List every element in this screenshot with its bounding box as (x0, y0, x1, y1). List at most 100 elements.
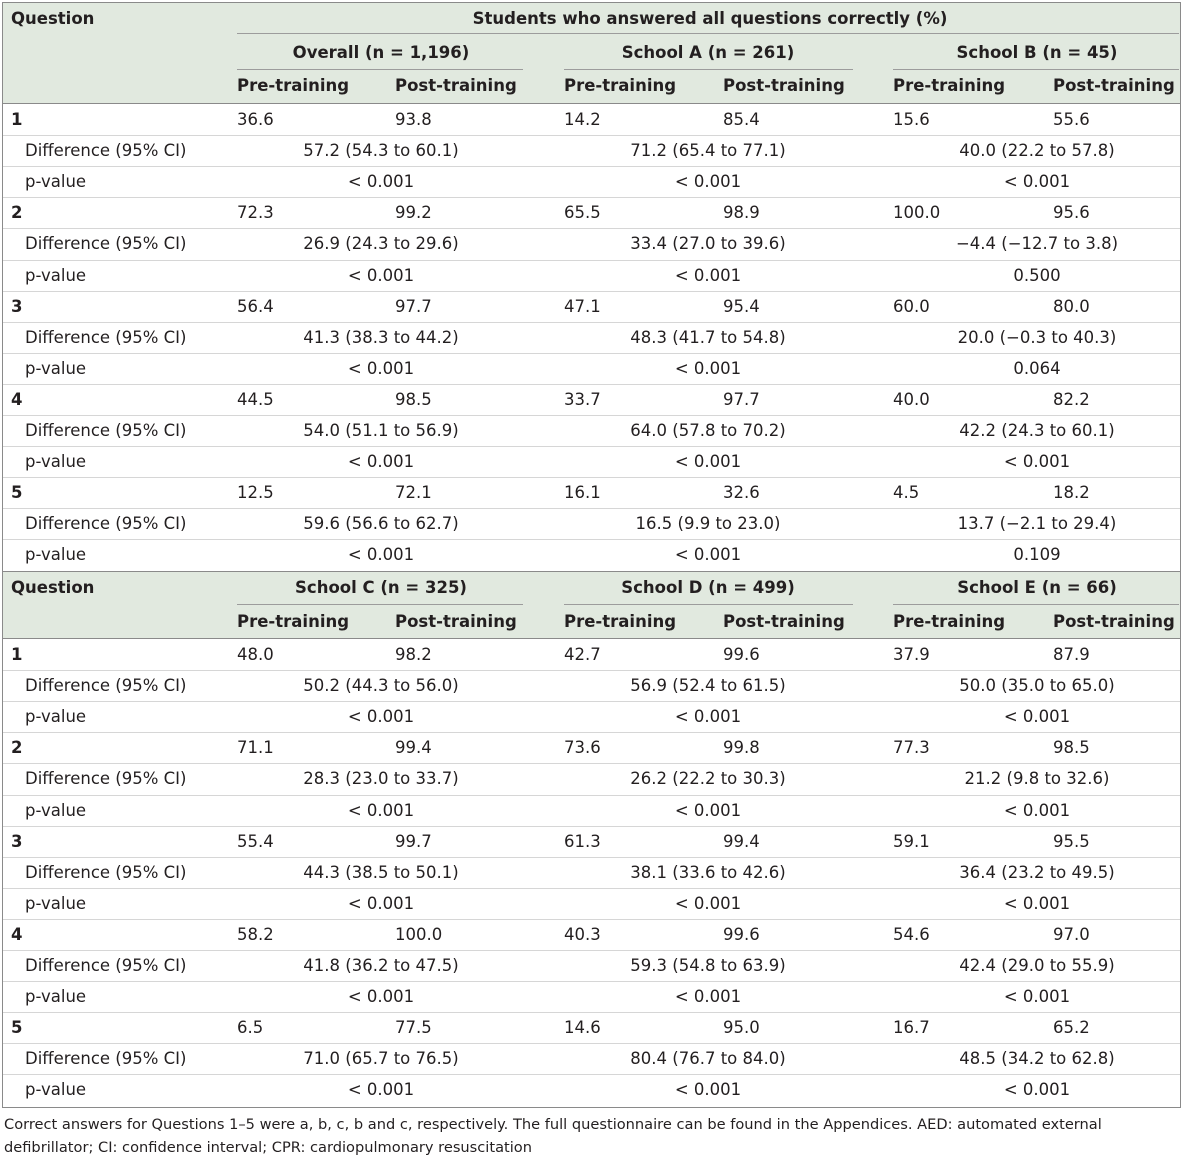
pre-value: 6.5 (237, 1018, 264, 1038)
pre-value: 60.0 (893, 296, 930, 316)
post-value: 32.6 (723, 483, 760, 503)
post-value: 72.1 (395, 483, 432, 503)
row-divider (3, 794, 1180, 796)
group-header: School B (n = 45) (956, 43, 1118, 62)
difference-value: 41.3 (38.3 to 44.2) (303, 327, 459, 347)
pre-value: 55.4 (237, 831, 274, 851)
post-value: 100.0 (395, 924, 443, 944)
pre-training-header: Pre-training (237, 76, 350, 95)
pre-training-header: Pre-training (564, 612, 677, 631)
difference-value: 59.3 (54.8 to 63.9) (630, 956, 786, 975)
post-value: 99.7 (395, 831, 432, 851)
group-header: School E (n = 66) (957, 578, 1117, 597)
p-value-label: p-value (25, 800, 87, 820)
pre-value: 73.6 (564, 738, 601, 758)
p-value: < 0.001 (674, 358, 742, 378)
post-value: 99.8 (723, 738, 760, 758)
p-value: < 0.001 (1003, 893, 1071, 913)
question-divider (3, 383, 1180, 385)
p-value: < 0.001 (347, 545, 415, 565)
difference-label: Difference (95% CI) (25, 141, 187, 161)
post-value: 97.7 (395, 296, 432, 316)
p-value-label: p-value (25, 707, 87, 727)
question-divider (3, 732, 1180, 734)
row-divider (3, 763, 1180, 765)
difference-label: Difference (95% CI) (25, 676, 187, 696)
pre-value: 100.0 (893, 203, 941, 223)
p-value-label: p-value (25, 1080, 87, 1100)
question-number: 2 (11, 203, 23, 223)
question-divider (3, 197, 1180, 199)
row-divider (3, 1074, 1180, 1076)
p-value: < 0.001 (1003, 987, 1071, 1007)
group-rule (564, 69, 853, 70)
row-divider (3, 508, 1180, 510)
pre-value: 77.3 (893, 738, 930, 758)
post-training-header: Post-training (395, 76, 517, 95)
p-value: < 0.001 (1003, 707, 1071, 727)
post-value: 99.2 (395, 203, 432, 223)
difference-value: −4.4 (−12.7 to 3.8) (955, 234, 1119, 254)
post-training-header: Post-training (723, 612, 845, 631)
p-value: < 0.001 (347, 800, 415, 820)
difference-value: 57.2 (54.3 to 60.1) (303, 141, 459, 161)
row-divider (3, 166, 1180, 168)
question-number: 3 (11, 296, 23, 316)
pre-value: 61.3 (564, 831, 601, 851)
question-number: 5 (11, 1018, 23, 1038)
post-value: 87.9 (1053, 645, 1090, 664)
p-value: < 0.001 (347, 358, 415, 378)
question-header: Question (11, 578, 95, 597)
p-value: < 0.001 (674, 987, 742, 1007)
group-rule (893, 69, 1179, 70)
difference-value: 16.5 (9.9 to 23.0) (635, 514, 781, 534)
pre-training-header: Pre-training (893, 76, 1006, 95)
row-divider (3, 446, 1180, 448)
p-value: < 0.001 (1003, 172, 1071, 192)
row-divider (3, 135, 1180, 137)
table-overall-schools-a-b: Question Students who answered all questi… (2, 2, 1181, 572)
post-value: 95.5 (1053, 831, 1090, 851)
question-number: 3 (11, 831, 23, 851)
question-number: 1 (11, 110, 23, 129)
row-divider (3, 415, 1180, 416)
difference-value: 33.4 (27.0 to 39.6) (630, 234, 786, 254)
pre-value: 71.1 (237, 738, 274, 758)
difference-label: Difference (95% CI) (25, 769, 187, 789)
p-value: < 0.001 (674, 545, 742, 565)
row-divider (3, 950, 1180, 951)
pre-training-header: Pre-training (564, 76, 677, 95)
row-divider (3, 228, 1180, 230)
p-value-label: p-value (25, 172, 87, 192)
difference-value: 48.3 (41.7 to 54.8) (630, 327, 786, 347)
row-divider (3, 352, 1180, 354)
p-value: < 0.001 (1003, 800, 1071, 820)
group-header: Overall (n = 1,196) (292, 43, 470, 62)
question-number: 4 (11, 389, 23, 409)
row-divider (3, 539, 1180, 541)
row-divider (3, 259, 1180, 261)
header-rule (3, 638, 1180, 639)
spanner-rule (237, 33, 1179, 34)
p-value: < 0.001 (347, 172, 415, 192)
difference-value: 36.4 (23.2 to 49.5) (959, 862, 1115, 882)
pre-value: 58.2 (237, 924, 274, 944)
post-value: 93.8 (395, 110, 432, 129)
pre-value: 33.7 (564, 389, 601, 409)
pre-value: 47.1 (564, 296, 601, 316)
p-value: < 0.001 (347, 452, 415, 472)
p-value: < 0.001 (674, 452, 742, 472)
table-schools-c-d-e: Question School C (n = 325) Pre-training Po… (2, 571, 1181, 1108)
pre-value: 16.1 (564, 483, 601, 503)
pre-value: 14.6 (564, 1018, 601, 1038)
question-divider (3, 477, 1180, 479)
pre-value: 4.5 (893, 483, 920, 503)
p-value: 0.064 (1013, 358, 1061, 378)
post-value: 95.4 (723, 296, 760, 316)
pre-value: 14.2 (564, 110, 601, 129)
header-rule (3, 103, 1180, 104)
header-band: Question School C (n = 325) Pre-training Po… (3, 572, 1180, 639)
difference-label: Difference (95% CI) (25, 862, 187, 882)
p-value: < 0.001 (674, 893, 742, 913)
